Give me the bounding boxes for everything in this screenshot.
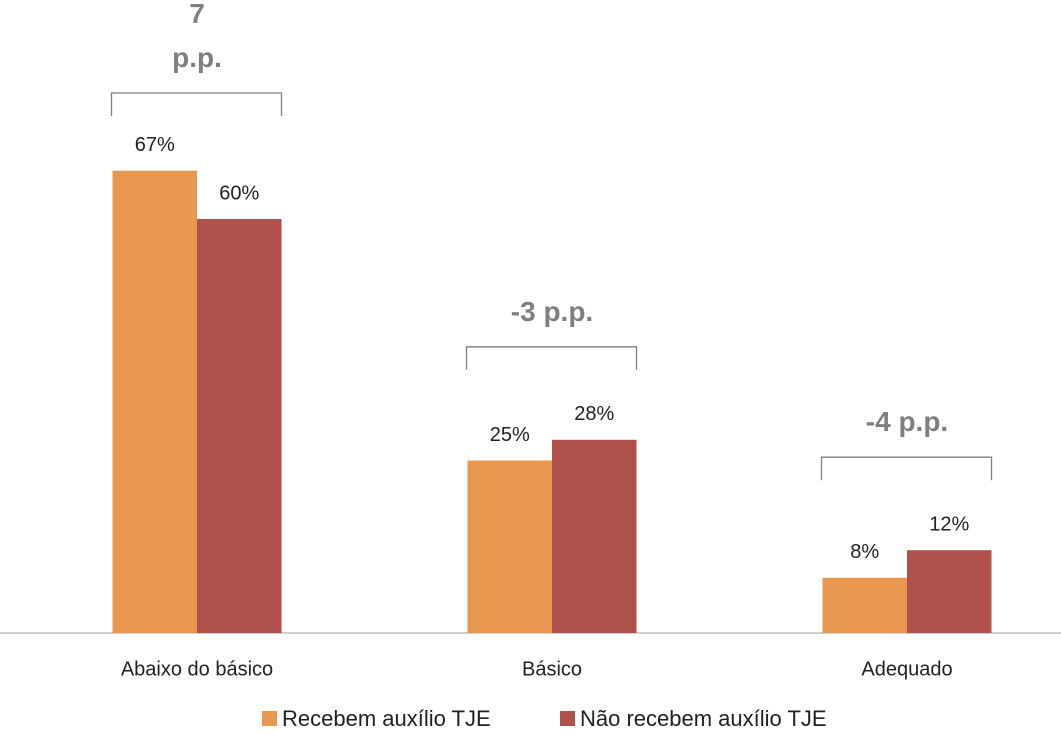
annotation: 7 p.p. <box>172 0 222 73</box>
bar <box>552 439 637 633</box>
bar <box>112 170 197 633</box>
legend-swatch <box>262 711 277 726</box>
x-tick-label: Adequado <box>861 658 952 680</box>
data-label: 8% <box>850 541 879 563</box>
data-label: 25% <box>490 424 530 446</box>
data-label: 12% <box>929 513 969 535</box>
bar <box>197 219 282 633</box>
bar <box>467 460 552 633</box>
x-tick-label: Básico <box>522 658 582 680</box>
x-tick-label: Abaixo do básico <box>121 658 273 680</box>
bracket <box>820 456 993 481</box>
bracket <box>465 346 638 370</box>
data-label: 67% <box>135 134 175 156</box>
bar <box>822 577 907 633</box>
data-label: 28% <box>574 403 614 425</box>
annotation: -3 p.p. <box>510 295 594 327</box>
legend-label: Recebem auxílio TJE <box>282 706 491 731</box>
annotation: -4 p.p. <box>865 406 949 438</box>
bracket <box>110 92 283 116</box>
legend-swatch <box>560 711 575 726</box>
bar <box>907 550 992 633</box>
legend-label: Não recebem auxílio TJE <box>580 706 827 731</box>
data-label: 60% <box>219 182 259 204</box>
